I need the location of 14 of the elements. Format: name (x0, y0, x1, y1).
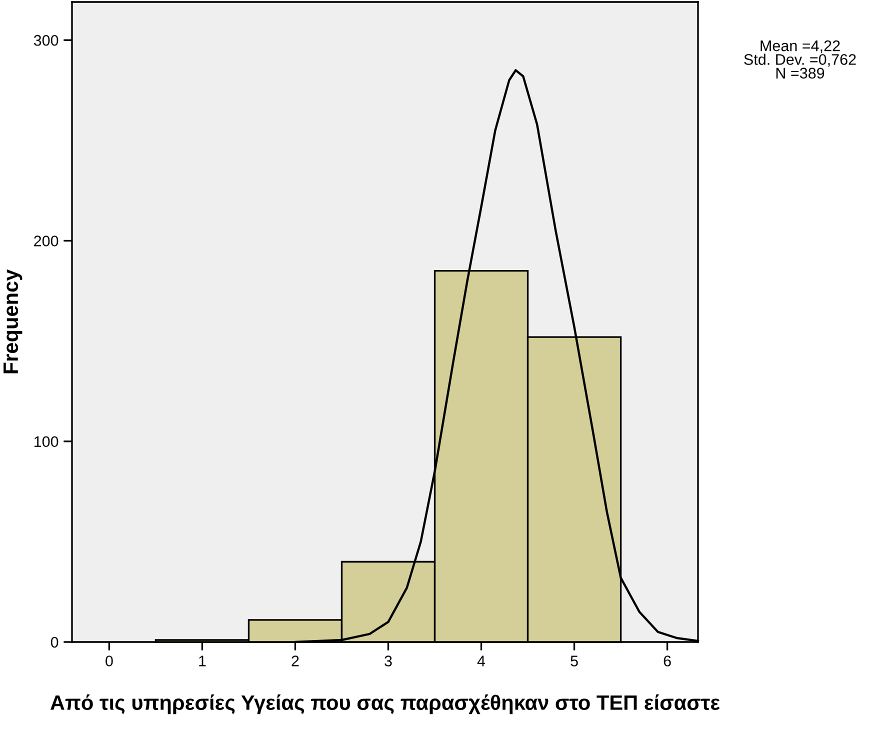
text: Mean =4,22 Std. Dev. =0,762 N =389 (744, 40, 856, 79)
x-tick-label: 5 (570, 656, 578, 666)
y-axis-title: Frequency (4, 269, 22, 374)
x-tick-label: 6 (664, 656, 671, 666)
x-tick-label: 0 (106, 656, 113, 666)
x-tick-label: 3 (384, 656, 392, 666)
y-tick-label: 300 (34, 34, 58, 46)
y-tick-label: 200 (34, 236, 58, 246)
y-tick-label: 100 (34, 436, 58, 448)
y-tick-label: 0 (50, 636, 58, 648)
x-tick-label: 1 (199, 656, 206, 666)
x-tick-label: 2 (292, 656, 299, 666)
x-tick-label: 4 (477, 656, 486, 666)
x-axis-title: Από τις υπηρεσίες Υγείας που σας παρασχέθηκαν στο ΤΕΠ είσαστε (50, 694, 720, 714)
